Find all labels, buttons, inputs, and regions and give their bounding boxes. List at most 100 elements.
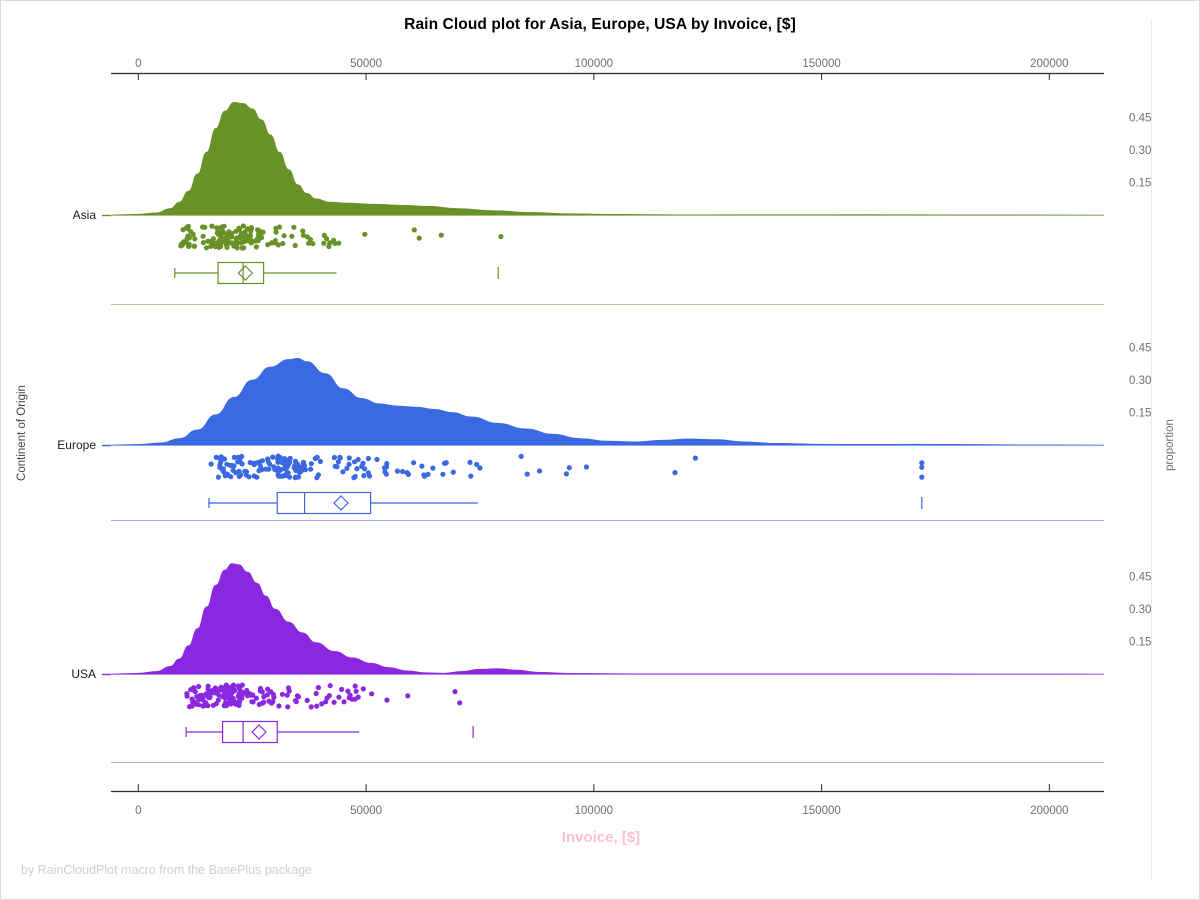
- rain-dot: [919, 464, 925, 470]
- top-axis-tick-label: 0: [135, 58, 141, 70]
- rain-dot: [321, 240, 327, 246]
- rain-dot: [457, 700, 463, 706]
- proportion-tick-label: 0.45: [1129, 113, 1151, 125]
- footnote-text: by RainCloudPlot macro from the BasePlus…: [21, 863, 313, 877]
- rain-dot: [291, 224, 297, 230]
- rain-dot: [239, 461, 245, 467]
- rain-dot: [270, 454, 276, 460]
- proportion-tick-label: 0.30: [1129, 375, 1151, 387]
- proportion-tick-label: 0.15: [1129, 637, 1151, 649]
- rain-dot: [353, 688, 359, 694]
- rain-dot: [321, 232, 327, 238]
- rain-dot: [233, 241, 239, 247]
- rain-dot: [308, 466, 314, 472]
- rain-dot: [261, 694, 267, 700]
- rain-dot: [215, 687, 221, 693]
- rain-dot: [327, 240, 333, 246]
- rain-dot: [258, 463, 264, 469]
- rain-dot: [236, 226, 242, 232]
- rain-dot: [236, 691, 242, 697]
- rain-dot: [194, 693, 200, 700]
- rain-dot: [268, 689, 274, 695]
- rain-dot: [244, 689, 250, 696]
- rain-dot: [334, 464, 340, 470]
- rain-dot: [259, 458, 266, 464]
- rain-dot: [254, 474, 260, 480]
- rain-dot: [354, 466, 360, 472]
- rain-dot: [199, 692, 205, 698]
- rain-dot: [253, 695, 259, 701]
- rain-dot: [215, 474, 221, 480]
- proportion-tick-label: 0.15: [1129, 178, 1151, 190]
- rain-dot: [430, 465, 436, 471]
- rain-dot: [419, 463, 425, 469]
- rain-dot: [221, 456, 228, 462]
- rain-dot: [284, 692, 290, 698]
- rain-dot: [340, 469, 346, 475]
- rain-dot: [536, 468, 543, 474]
- rain-dot: [200, 224, 206, 230]
- rain-dot: [382, 469, 388, 475]
- rain-dot: [253, 244, 259, 250]
- rain-dot: [179, 242, 185, 248]
- top-axis: 0 50000 100000 150000 200000: [111, 58, 1104, 80]
- rain-dot: [231, 699, 237, 705]
- rain-dot: [235, 683, 241, 689]
- rain-dot: [365, 470, 371, 476]
- rain-dot: [256, 229, 262, 235]
- rain-dot: [344, 465, 350, 471]
- rain-dot: [231, 454, 237, 460]
- proportion-tick-label: 0.45: [1129, 572, 1151, 584]
- rain-dot: [235, 459, 241, 465]
- mean-diamond: [333, 495, 349, 511]
- rain-dot: [267, 461, 273, 467]
- rain-dot: [236, 702, 242, 709]
- rain-dot: [291, 465, 297, 471]
- rain-dot: [319, 701, 325, 707]
- density-cloud: [110, 102, 1105, 216]
- proportion-tick-label: 0.30: [1129, 145, 1151, 157]
- category-label-asia: Asia: [73, 208, 97, 222]
- rain-dot: [190, 686, 196, 692]
- rain-dot: [286, 688, 292, 694]
- top-axis-tick-label: 50000: [350, 58, 382, 70]
- rain-dot: [203, 245, 210, 251]
- rain-dot: [362, 231, 368, 237]
- group-asia: Asia 0.45 0.30 0.15: [73, 102, 1151, 285]
- rain-dot: [230, 467, 236, 473]
- rain-dot: [331, 699, 337, 705]
- rain-dot: [209, 223, 215, 229]
- bottom-axis-tick-label: 0: [135, 805, 141, 817]
- rain-dot: [221, 236, 227, 242]
- rain-dot: [216, 692, 222, 698]
- proportion-axis-europe: 0.45 0.30 0.15: [1129, 343, 1151, 420]
- rain-dot: [247, 233, 253, 239]
- bottom-axis-tick-label: 200000: [1030, 805, 1068, 817]
- rain-dot: [339, 686, 345, 693]
- rain-dot: [243, 469, 249, 475]
- rain-dot: [468, 473, 474, 479]
- rain-dot: [273, 229, 279, 235]
- rain-dot: [293, 474, 299, 480]
- rain-dot: [442, 460, 449, 466]
- rain-dot: [306, 240, 312, 246]
- rain-dot: [381, 465, 388, 471]
- rain-dot: [498, 234, 504, 240]
- rain-dot: [236, 473, 242, 479]
- rain-dots: [184, 682, 463, 710]
- rain-dot: [276, 224, 283, 230]
- rain-dot: [184, 693, 190, 699]
- rain-dot: [279, 459, 285, 465]
- rain-dot: [188, 229, 194, 235]
- rain-dot: [210, 236, 216, 242]
- rain-dot: [205, 694, 211, 700]
- rain-dot: [287, 460, 293, 466]
- rain-dot: [220, 228, 226, 235]
- proportion-tick-label: 0.15: [1129, 408, 1151, 420]
- rain-dot: [255, 235, 261, 241]
- rain-dot: [313, 690, 319, 697]
- rain-dot: [212, 243, 218, 249]
- rain-dot: [369, 691, 375, 697]
- rain-dot: [280, 240, 286, 247]
- proportion-tick-label: 0.30: [1129, 604, 1151, 616]
